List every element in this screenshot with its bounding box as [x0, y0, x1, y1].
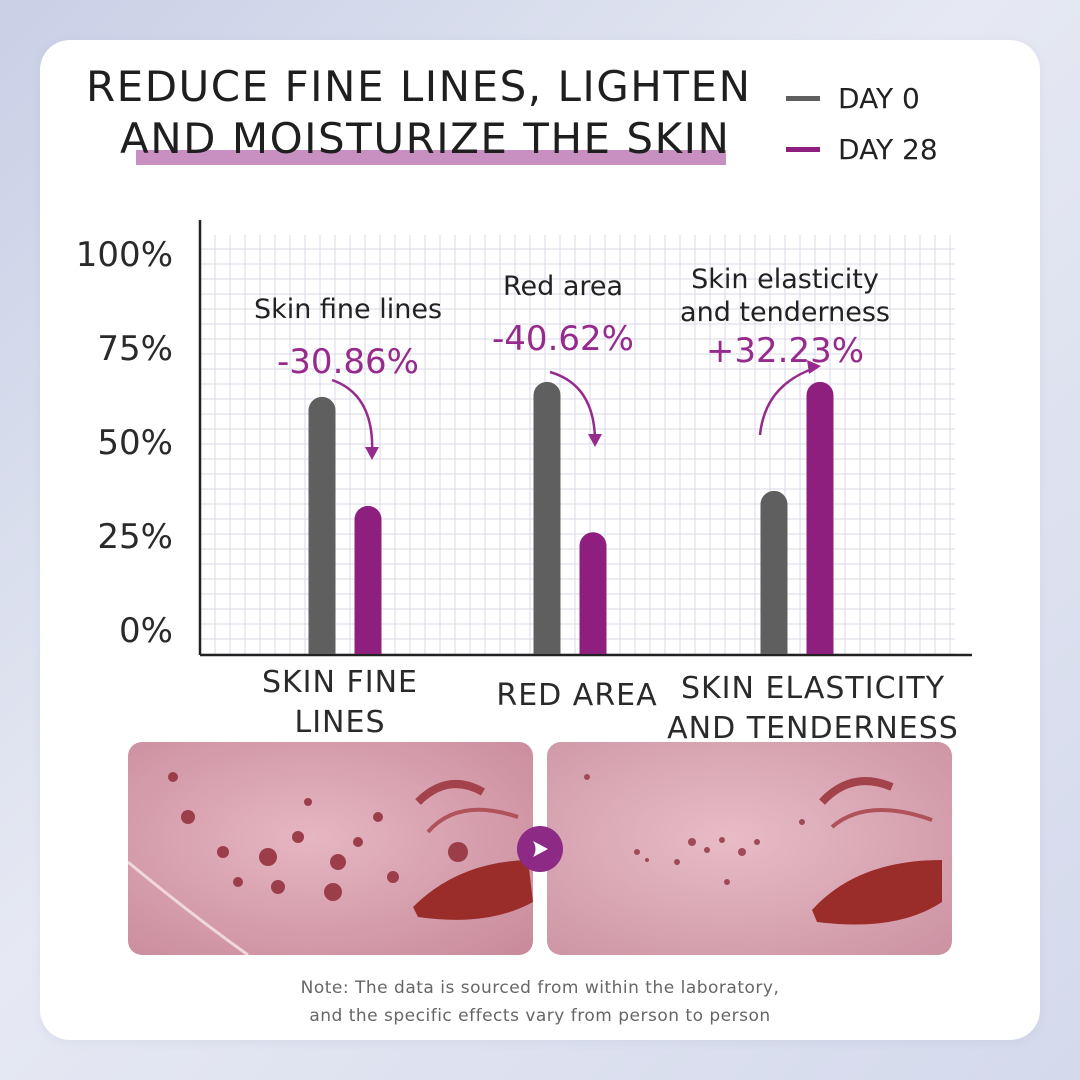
annotation-arrowhead	[807, 360, 821, 374]
x-category-label: RED AREA	[496, 678, 657, 713]
bar	[354, 505, 382, 654]
legend-item-day0: DAY 0	[786, 82, 920, 115]
bar-chart: 0% 25% 50% 75% 100% SKIN FINE LINES RED AREA SKI…	[76, 220, 972, 740]
y-tick-label: 0%	[119, 611, 173, 651]
bar	[760, 490, 788, 654]
annotation-arrow	[331, 378, 374, 456]
y-tick-label: 75%	[97, 329, 173, 369]
legend-item-day28: DAY 28	[786, 133, 938, 166]
annotation-label: Red area	[503, 271, 623, 302]
page-title-line2: AND MOISTURIZE THE SKIN	[120, 114, 731, 163]
bar	[533, 381, 561, 654]
annotation-change: -30.86%	[277, 342, 419, 382]
legend-swatch-day0	[786, 96, 820, 101]
page-title-line1: REDUCE FINE LINES, LIGHTEN	[86, 62, 752, 111]
annotation-arrowhead	[365, 447, 379, 460]
annotation-arrow	[549, 370, 597, 443]
skin-photo-after	[547, 742, 952, 955]
title-highlight	[136, 150, 726, 165]
annotation-change: +32.23%	[706, 331, 864, 371]
annotation-arrow	[758, 366, 816, 436]
annotation-change: -40.62%	[492, 319, 634, 359]
x-category-label: SKIN FINE LINES	[262, 665, 418, 740]
bar	[308, 396, 336, 654]
note-line1: Note: The data is sourced from within th…	[300, 978, 780, 998]
card: REDUCE FINE LINES, LIGHTEN AND MOISTURIZ…	[40, 40, 1040, 1040]
annotation-label: Skin fine lines	[254, 294, 442, 325]
annotation-arrowhead	[588, 434, 602, 447]
bar	[579, 532, 607, 654]
skin-photo-before	[128, 742, 533, 955]
y-tick-label: 25%	[97, 517, 173, 557]
y-tick-label: 50%	[97, 423, 173, 463]
bar	[806, 381, 834, 654]
legend-swatch-day28	[786, 147, 820, 152]
y-tick-label: 100%	[76, 235, 173, 275]
x-category-label: SKIN ELASTICITY AND TENDERNESS	[667, 671, 959, 740]
annotation-label: Skin elasticity and tenderness	[680, 264, 890, 328]
note-line2: and the specific effects vary from perso…	[309, 1006, 771, 1026]
legend-label-day28: DAY 28	[838, 133, 938, 166]
play-arrow-icon	[517, 826, 563, 872]
legend-label-day0: DAY 0	[838, 82, 920, 115]
